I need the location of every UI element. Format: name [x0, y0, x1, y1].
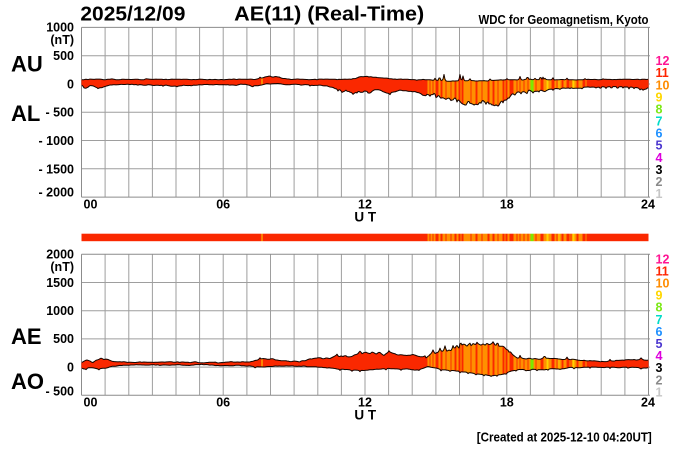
svg-text:06: 06	[216, 396, 230, 410]
svg-text:2000: 2000	[46, 248, 74, 262]
svg-text:7: 7	[656, 313, 663, 327]
svg-text:2: 2	[656, 373, 663, 387]
svg-text:0: 0	[67, 360, 74, 374]
svg-text:6: 6	[656, 127, 663, 141]
svg-text:4: 4	[656, 151, 663, 165]
svg-text:2: 2	[656, 175, 663, 189]
svg-text:5: 5	[656, 139, 663, 153]
svg-text:00: 00	[84, 396, 98, 410]
svg-text:18: 18	[500, 396, 514, 410]
svg-text:1500: 1500	[46, 276, 74, 290]
svg-text:1000: 1000	[46, 21, 74, 35]
svg-text:12: 12	[358, 396, 372, 410]
svg-text:10: 10	[656, 78, 670, 92]
svg-text:24: 24	[641, 198, 655, 212]
svg-text:AE: AE	[11, 324, 42, 349]
svg-text:500: 500	[53, 332, 74, 346]
svg-text:1: 1	[656, 385, 663, 399]
svg-text:3: 3	[656, 361, 663, 375]
svg-text:(nT): (nT)	[50, 33, 74, 47]
svg-text:AO: AO	[11, 369, 44, 394]
svg-text:- 500: - 500	[46, 106, 75, 120]
svg-text:3: 3	[656, 163, 663, 177]
svg-text:- 1000: - 1000	[39, 134, 74, 148]
svg-text:- 2000: - 2000	[39, 185, 74, 199]
svg-text:2025/12/09: 2025/12/09	[80, 4, 185, 26]
svg-text:12: 12	[656, 252, 670, 266]
svg-text:[Created at 2025-12-10 04:20UT: [Created at 2025-12-10 04:20UT]	[477, 430, 652, 445]
svg-text:7: 7	[656, 115, 663, 129]
svg-text:06: 06	[216, 198, 230, 212]
svg-text:12: 12	[358, 198, 372, 212]
svg-text:8: 8	[656, 301, 663, 315]
svg-text:4: 4	[656, 349, 663, 363]
svg-text:11: 11	[656, 66, 669, 80]
svg-text:(nT): (nT)	[50, 260, 74, 274]
svg-text:0: 0	[67, 77, 74, 91]
svg-text:AL: AL	[11, 101, 40, 126]
svg-text:9: 9	[656, 289, 663, 303]
svg-text:AE(11) (Real-Time): AE(11) (Real-Time)	[234, 4, 424, 26]
svg-text:1: 1	[656, 187, 663, 201]
svg-text:AU: AU	[11, 51, 43, 76]
svg-text:00: 00	[84, 198, 98, 212]
svg-text:12: 12	[656, 54, 670, 68]
svg-text:24: 24	[641, 396, 655, 410]
svg-text:- 500: - 500	[46, 384, 75, 398]
svg-text:9: 9	[656, 90, 663, 104]
svg-text:1000: 1000	[46, 304, 74, 318]
svg-text:8: 8	[656, 103, 663, 117]
svg-text:500: 500	[53, 49, 74, 63]
svg-text:U T: U T	[354, 408, 377, 423]
svg-text:U T: U T	[354, 209, 377, 224]
svg-text:11: 11	[656, 264, 669, 278]
svg-text:18: 18	[500, 198, 514, 212]
svg-text:- 1500: - 1500	[39, 162, 74, 176]
svg-text:10: 10	[656, 277, 670, 291]
svg-text:WDC for Geomagnetism, Kyoto: WDC for Geomagnetism, Kyoto	[479, 12, 649, 27]
svg-text:5: 5	[656, 337, 663, 351]
svg-text:6: 6	[656, 325, 663, 339]
